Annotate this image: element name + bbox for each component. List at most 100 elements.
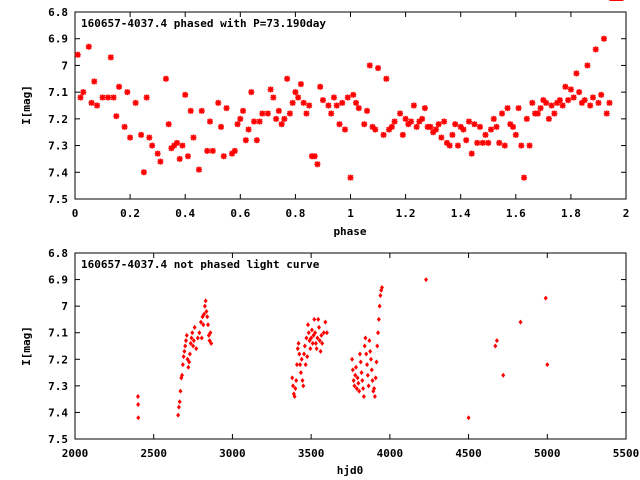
data-point (565, 97, 572, 104)
x-tick-label: 0.8 (285, 207, 305, 220)
x-tick-label: 2 (623, 207, 630, 220)
data-point (537, 105, 544, 112)
data-point (301, 383, 306, 389)
data-point (298, 362, 303, 368)
data-point (273, 115, 280, 122)
x-tick-label: 0.6 (230, 207, 250, 220)
data-point (88, 99, 95, 106)
plot-title: 160657-4037.4 phased with P=73.190day (81, 17, 326, 30)
data-point (162, 75, 169, 82)
data-point (80, 89, 87, 96)
data-point (319, 332, 324, 338)
data-point (184, 153, 191, 160)
data-point (341, 126, 348, 133)
data-point (135, 393, 140, 399)
data-point (355, 105, 362, 112)
data-point (570, 94, 577, 101)
data-point (562, 83, 569, 90)
x-tick-label: 0 (72, 207, 79, 220)
data-point (344, 94, 351, 101)
data-point (413, 123, 420, 130)
data-point (383, 75, 390, 82)
data-point (361, 386, 366, 392)
y-tick-label: 6.9 (48, 274, 68, 287)
data-point (365, 372, 370, 378)
data-point (354, 364, 359, 370)
data-point (504, 105, 511, 112)
data-point (294, 362, 299, 368)
data-point (199, 335, 204, 341)
x-ticks: 2000 2500 3000 3500 4000 4500 5000 5500 (62, 253, 640, 460)
data-point (370, 378, 375, 384)
data-point (367, 338, 372, 344)
data-point (192, 324, 197, 330)
data-point (351, 378, 356, 384)
x-tick-label: 2500 (140, 447, 167, 460)
data-point (240, 107, 247, 114)
data-point (202, 303, 207, 309)
data-point (190, 330, 195, 336)
x-axis-title: phase (333, 225, 366, 238)
data-point (284, 75, 291, 82)
data-point (373, 375, 378, 381)
data-point (548, 102, 555, 109)
data-point (187, 107, 194, 114)
data-point (606, 99, 613, 106)
data-point (291, 383, 296, 389)
data-point (438, 134, 445, 141)
data-point (362, 343, 367, 349)
phased-light-curve-panel: 160657-4037.4 phased with P=73.190day ph… (20, 0, 629, 238)
data-point (485, 139, 492, 146)
data-point (435, 121, 442, 128)
data-point (357, 388, 362, 394)
data-point (208, 330, 213, 336)
data-point (311, 153, 318, 160)
data-point (308, 346, 313, 352)
data-point (376, 330, 381, 336)
plot-frame (74, 11, 627, 200)
data-point (116, 83, 123, 90)
data-point (336, 121, 343, 128)
data-point (286, 110, 293, 117)
data-point (510, 123, 517, 130)
y-tick-label: 7.1 (48, 327, 68, 340)
data-point (309, 335, 314, 341)
data-point (410, 102, 417, 109)
data-point (183, 343, 188, 349)
x-tick-label: 1.2 (396, 207, 416, 220)
data-point (427, 123, 434, 130)
data-point (309, 327, 314, 333)
data-point (267, 86, 274, 93)
data-point (136, 401, 141, 407)
data-point (359, 370, 364, 376)
y-axis-title: I[mag] (20, 326, 33, 366)
data-point (353, 99, 360, 106)
data-point (302, 343, 307, 349)
data-point (432, 126, 439, 133)
data-point (534, 110, 541, 117)
data-point (295, 346, 300, 352)
data-point (305, 354, 310, 360)
data-point (215, 99, 222, 106)
data-point (408, 118, 415, 125)
data-point (324, 330, 329, 336)
data-point (474, 139, 481, 146)
data-point (402, 115, 409, 122)
data-point (363, 335, 368, 341)
data-point (350, 356, 355, 362)
data-point (488, 126, 495, 133)
data-point (372, 393, 377, 399)
data-point (245, 126, 252, 133)
data-point (357, 351, 362, 357)
x-tick-label: 5500 (613, 447, 640, 460)
data-point (325, 102, 332, 109)
data-point (99, 94, 106, 101)
data-point (297, 81, 304, 88)
data-point (231, 147, 238, 154)
data-point (303, 110, 310, 117)
x-axis-title: hjd0 (337, 464, 364, 477)
data-point (298, 370, 303, 376)
data-point (218, 123, 225, 130)
data-point (173, 139, 180, 146)
